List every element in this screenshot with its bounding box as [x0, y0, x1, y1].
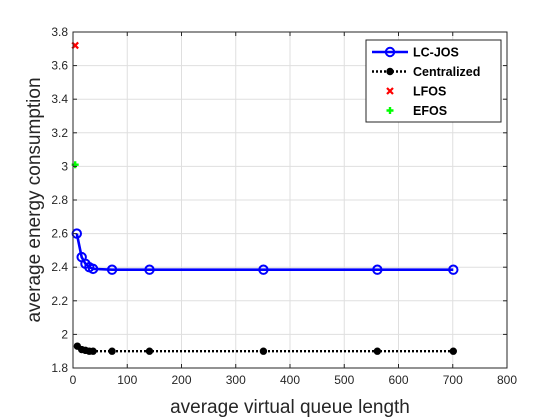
- legend-label: LC-JOS: [413, 46, 459, 60]
- data-point: [89, 347, 97, 355]
- data-point: [372, 264, 383, 275]
- x-tick-label: 200: [171, 373, 191, 387]
- legend-label: EFOS: [413, 104, 447, 118]
- series-centralized: [73, 342, 457, 355]
- x-tick-label: 800: [497, 373, 517, 387]
- x-tick-label: 400: [280, 373, 300, 387]
- y-tick-label: 2.6: [51, 227, 68, 241]
- data-point: [87, 263, 99, 275]
- y-tick-label: 2.4: [51, 260, 68, 274]
- legend-label: Centralized: [413, 65, 480, 79]
- y-tick-label: 2.2: [51, 294, 68, 308]
- y-tick-label: 3: [61, 159, 68, 173]
- series-layer: [71, 41, 459, 355]
- y-axis-label: average energy consumption: [24, 77, 45, 322]
- x-axis-label: average virtual queue length: [170, 397, 410, 418]
- data-point: [386, 67, 394, 76]
- data-point: [449, 347, 457, 355]
- legend-item: LC-JOS: [372, 46, 459, 60]
- data-point: [386, 87, 394, 95]
- data-point: [384, 46, 396, 58]
- data-point: [448, 264, 459, 275]
- legend-item: EFOS: [386, 104, 447, 118]
- legend-item: Centralized: [372, 65, 480, 79]
- data-point: [258, 264, 269, 275]
- legend-label: LFOS: [413, 85, 446, 99]
- y-tick-label: 3.8: [51, 25, 68, 39]
- legend-box: [365, 39, 502, 123]
- x-tick-label: 100: [117, 373, 137, 387]
- series-line: [76, 345, 454, 353]
- tick-layer: 0 100 200 300 400 500 600 700 800 1.8 2 2.2 2.4 2.6 2.…: [51, 25, 517, 387]
- y-tick-label: 2: [61, 327, 68, 341]
- y-tick-label: 1.8: [51, 361, 68, 375]
- data-point: [386, 107, 394, 114]
- data-point: [145, 347, 154, 355]
- data-point: [373, 347, 382, 355]
- grid-layer: [73, 32, 507, 368]
- data-point: [144, 264, 155, 275]
- x-tick-label: 600: [388, 373, 408, 387]
- y-tick-label: 3.2: [51, 126, 68, 140]
- data-point: [106, 264, 118, 275]
- x-tick-label: 300: [226, 373, 246, 387]
- x-tick-label: 500: [334, 373, 354, 387]
- y-tick-label: 2.8: [51, 193, 68, 207]
- y-tick-label: 3.6: [51, 59, 68, 73]
- y-tick-label: 3.4: [51, 92, 68, 106]
- data-point: [108, 347, 116, 355]
- series-lc-jos: [71, 228, 459, 275]
- x-tick-label: 0: [70, 373, 77, 387]
- legend-item: LFOS: [386, 85, 446, 99]
- data-point: [259, 347, 268, 355]
- legend: LC-JOS Centralized LFOS EFOS: [365, 39, 502, 123]
- x-tick-label: 700: [443, 373, 463, 387]
